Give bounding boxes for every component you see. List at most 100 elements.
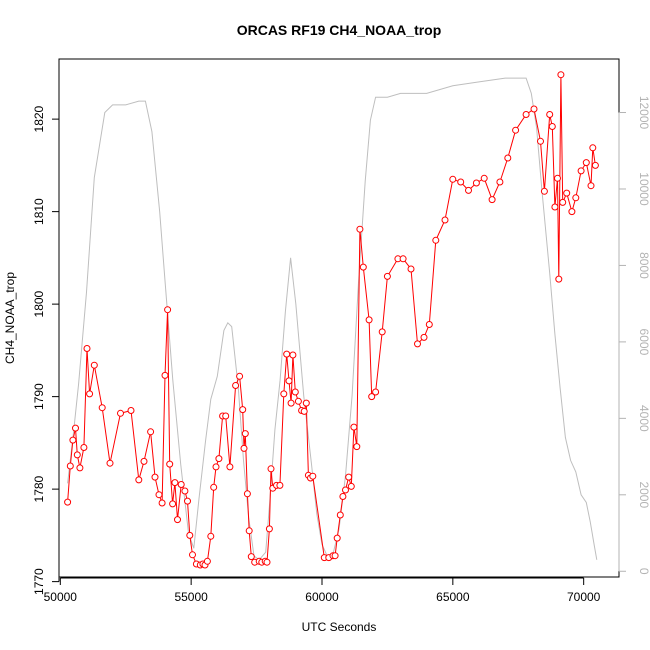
ch4-point <box>86 390 94 398</box>
y2-tick-label: 2000 <box>637 481 650 508</box>
altitude-line <box>67 77 598 561</box>
ch4-point <box>184 497 191 505</box>
ch4-point <box>64 498 72 506</box>
ch4-point <box>457 178 465 186</box>
ch4-point <box>465 186 472 194</box>
ch4-point <box>66 462 74 470</box>
ch4-point <box>557 71 565 79</box>
ch4-point <box>294 397 302 405</box>
ch4-point <box>572 194 580 202</box>
ch4-point <box>399 255 407 263</box>
ch4-point <box>345 473 353 481</box>
ch4-point <box>177 481 185 488</box>
y-tick-label: 1810 <box>32 198 46 225</box>
ch4-point <box>368 393 376 401</box>
ch4-point <box>166 460 174 468</box>
ch4-point <box>174 516 181 524</box>
ch4-point <box>127 407 135 414</box>
ch4-point <box>582 159 590 167</box>
ch4-point <box>263 558 271 566</box>
ch4-point <box>285 377 293 385</box>
ch4-point <box>300 407 308 415</box>
x-tick-label: 65000 <box>436 590 470 604</box>
ch4-point <box>559 198 567 206</box>
ch4-point <box>289 351 297 359</box>
ch4-point <box>155 491 163 499</box>
ch4-point <box>339 493 347 500</box>
ch4-point <box>267 465 275 473</box>
ch4-point <box>504 154 512 162</box>
ch4-point <box>245 527 253 535</box>
altitude-series <box>67 77 598 561</box>
ch4-point <box>512 126 520 134</box>
ch4-point <box>420 333 428 341</box>
ch4-point <box>181 487 189 495</box>
ch4-point <box>226 463 234 471</box>
ch4-point <box>80 444 88 451</box>
ch4-point <box>336 511 344 519</box>
ch4-point <box>577 167 585 175</box>
ch4-point <box>151 473 159 481</box>
ch4-point <box>164 306 172 314</box>
ch4-point <box>276 481 284 489</box>
ch4-line <box>67 74 596 566</box>
ch4-point <box>247 553 255 561</box>
chart-title: ORCAS RF19 CH4_NOAA_trop <box>237 22 442 38</box>
ch4-point <box>189 551 196 559</box>
ch4-point <box>537 137 544 145</box>
ch4-point <box>331 552 339 560</box>
ch4-point <box>239 406 247 414</box>
ch4-point <box>280 390 288 398</box>
ch4-point <box>425 321 433 328</box>
x-tick-label: 70000 <box>567 590 601 604</box>
ch4-point <box>441 216 449 224</box>
y-tick-label: 1780 <box>32 475 46 502</box>
y2-tick-label: 8000 <box>637 252 650 279</box>
ch4-point <box>407 265 415 273</box>
ch4-point <box>378 328 386 336</box>
ch4-point <box>356 225 364 233</box>
x-tick-label: 60000 <box>305 590 339 604</box>
ch4-point <box>372 388 380 396</box>
ch4-point <box>76 464 84 472</box>
ch4-point <box>548 123 556 130</box>
ch4-point <box>522 111 530 118</box>
ch4-point <box>161 371 169 379</box>
ch4-point <box>241 430 249 438</box>
ch4-point <box>347 482 355 490</box>
ch4-point <box>69 436 77 444</box>
ch4-point <box>106 459 114 467</box>
ch4-point <box>359 263 367 271</box>
y-tick-label: 1820 <box>32 105 46 132</box>
y2-tick-label: 4000 <box>637 405 650 432</box>
ch4-point <box>117 409 124 417</box>
ch4-point <box>222 412 230 420</box>
ch4-point <box>546 111 554 118</box>
ch4-point <box>171 479 179 487</box>
ch4-point <box>342 486 349 494</box>
ch4-point <box>563 189 571 197</box>
ch4-point <box>240 444 248 452</box>
ch4-point <box>283 350 291 358</box>
ch4-point <box>98 404 106 412</box>
ch4-point <box>203 557 211 565</box>
ch4-point <box>589 144 597 152</box>
ch4-point <box>383 272 391 280</box>
ch4-point <box>215 455 223 463</box>
ch4-point <box>414 340 421 348</box>
y-tick-label: 1790 <box>32 383 46 410</box>
ch4-point <box>587 182 595 190</box>
ch4-point <box>158 499 166 507</box>
ch4-point <box>472 179 480 187</box>
ch4-point <box>169 500 177 508</box>
ch4-point <box>90 361 98 369</box>
ch4-point <box>554 174 561 182</box>
ch4-point <box>302 399 310 407</box>
ch4-point <box>555 275 563 283</box>
x-axis-label: UTC Seconds <box>302 620 377 634</box>
plot-frame <box>58 58 620 578</box>
ch4-point <box>449 175 457 183</box>
y2-axis: 0 2000 4000 6000 8000 10000 12000 <box>618 96 650 575</box>
ch4-point <box>287 399 295 407</box>
